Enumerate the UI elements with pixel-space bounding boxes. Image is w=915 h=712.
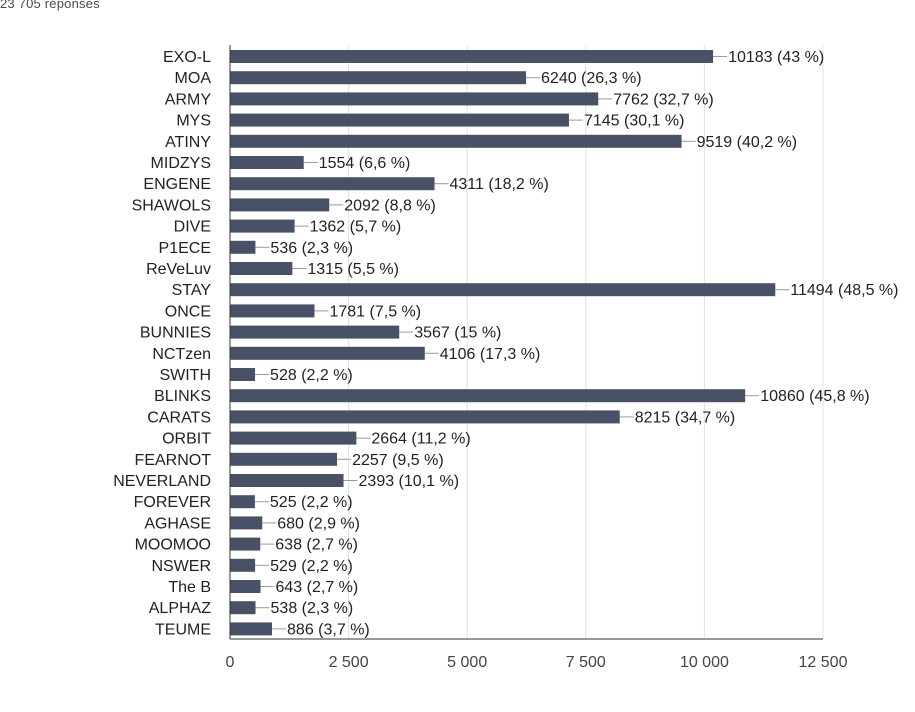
- bar: [230, 495, 255, 509]
- bar: [230, 474, 344, 487]
- bar: [230, 92, 599, 106]
- data-label: 10183 (43 %): [728, 49, 824, 66]
- x-tick-label: 2 500: [329, 654, 369, 671]
- bar: [230, 283, 776, 297]
- data-label: 538 (2,3 %): [271, 600, 354, 617]
- bar: [230, 389, 746, 403]
- data-label: 528 (2,2 %): [270, 367, 353, 384]
- category-label: MOA: [175, 70, 212, 87]
- category-label: SHAWOLS: [132, 197, 211, 214]
- bar: [230, 516, 263, 530]
- category-label: MYS: [176, 113, 211, 130]
- response-count: 23 705 réponses: [0, 0, 100, 11]
- data-label: 2257 (9,5 %): [352, 452, 444, 469]
- data-label: 638 (2,7 %): [275, 537, 358, 554]
- x-tick-label: 7 500: [566, 654, 606, 671]
- category-label: MOOMOO: [135, 537, 211, 554]
- data-label: 9519 (40,2 %): [697, 134, 798, 151]
- bar: [230, 346, 425, 360]
- bar: [230, 219, 295, 233]
- data-label: 1781 (7,5 %): [329, 303, 421, 320]
- x-tick-label: 10 000: [680, 654, 729, 671]
- bar: [230, 156, 304, 169]
- data-label: 4311 (18,2 %): [450, 176, 549, 193]
- bar: [230, 558, 256, 572]
- category-label: DIVE: [174, 219, 211, 236]
- bar: [230, 452, 338, 466]
- labels: 0 2 500 5 000 7 500 10 000 12 500 10183 (43 %)…: [113, 49, 898, 671]
- bar: [230, 537, 261, 551]
- category-label: P1ECE: [159, 240, 211, 257]
- bar: [230, 580, 261, 593]
- data-label: 1362 (5,7 %): [310, 219, 402, 236]
- bars: [230, 50, 790, 636]
- category-label: SWITH: [159, 367, 211, 384]
- data-label: 536 (2,3 %): [270, 240, 353, 257]
- axes: [229, 45, 823, 640]
- data-label: 6240 (26,3 %): [541, 70, 642, 87]
- category-label: AGHASE: [144, 515, 211, 532]
- data-label: 2664 (11,2 %): [371, 431, 470, 448]
- bar: [230, 177, 435, 191]
- category-label: ATINY: [165, 134, 211, 151]
- data-label: 886 (3,7 %): [287, 621, 370, 638]
- category-label: BUNNIES: [140, 325, 211, 342]
- category-label: ReVeLuv: [146, 261, 211, 278]
- data-label: 3567 (15 %): [414, 325, 501, 342]
- bar: [230, 198, 330, 212]
- data-label: 529 (2,2 %): [270, 558, 353, 575]
- category-label: FOREVER: [134, 494, 211, 511]
- category-label: NSWER: [151, 558, 211, 575]
- category-label: The B: [168, 579, 211, 596]
- bar: [230, 262, 293, 275]
- x-tick-label: 0: [226, 654, 235, 671]
- bar: [230, 50, 714, 63]
- bar: [230, 410, 620, 424]
- data-label: 11494 (48,5 %): [790, 282, 898, 299]
- bar: [230, 113, 569, 127]
- bar: [230, 431, 357, 445]
- data-label: 525 (2,2 %): [270, 494, 353, 511]
- category-label: ONCE: [165, 303, 211, 320]
- category-label: ENGENE: [143, 176, 211, 193]
- bar: [230, 304, 315, 318]
- category-label: MIDZYS: [151, 155, 211, 172]
- category-label: CARATS: [147, 409, 211, 426]
- bar: [230, 622, 273, 636]
- category-label: NEVERLAND: [113, 473, 211, 490]
- data-label: 680 (2,9 %): [277, 515, 360, 532]
- category-label: ARMY: [165, 91, 212, 108]
- bar: [230, 71, 527, 85]
- bar: [230, 325, 400, 339]
- data-label: 4106 (17,3 %): [440, 346, 541, 363]
- x-tick-label: 5 000: [447, 654, 487, 671]
- bar: [230, 240, 256, 254]
- category-label: FEARNOT: [135, 452, 212, 469]
- category-label: STAY: [172, 282, 212, 299]
- category-label: EXO-L: [163, 49, 211, 66]
- data-label: 8215 (34,7 %): [635, 409, 736, 426]
- data-label: 2393 (10,1 %): [359, 473, 460, 490]
- bar: [230, 368, 256, 381]
- data-label: 1554 (6,6 %): [319, 155, 411, 172]
- data-label: 7145 (30,1 %): [584, 113, 685, 130]
- x-tick-label: 12 500: [799, 654, 848, 671]
- bar: [230, 134, 682, 148]
- bar: [230, 601, 256, 615]
- data-label: 10860 (45,8 %): [760, 388, 869, 405]
- category-label: BLINKS: [154, 388, 211, 405]
- data-label: 643 (2,7 %): [276, 579, 359, 596]
- data-label: 2092 (8,8 %): [344, 197, 436, 214]
- data-label: 7762 (32,7 %): [613, 91, 714, 108]
- category-label: TEUME: [155, 621, 211, 638]
- data-label: 1315 (5,5 %): [307, 261, 399, 278]
- category-label: ORBIT: [162, 431, 211, 448]
- category-label: NCTzen: [152, 346, 211, 363]
- category-label: ALPHAZ: [149, 600, 211, 617]
